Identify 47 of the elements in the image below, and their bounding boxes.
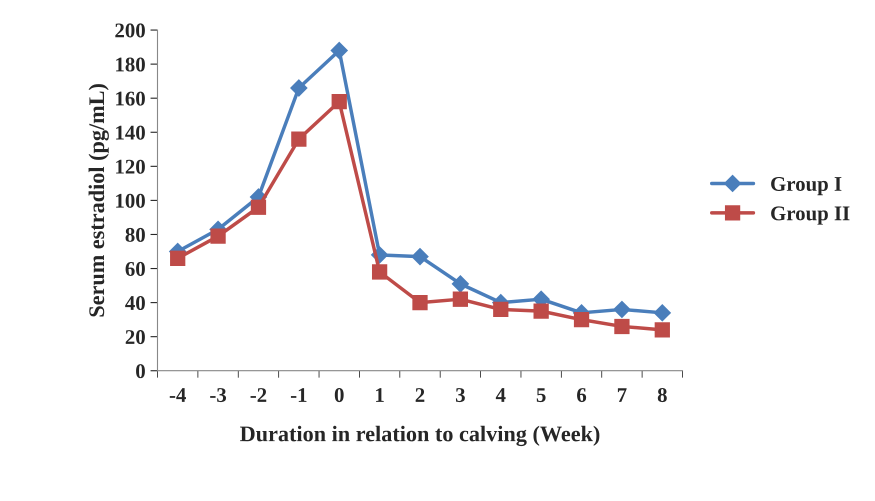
legend-label: Group II — [771, 206, 850, 225]
x-tick-label: -2 — [250, 388, 266, 402]
x-tick-label: 4 — [496, 388, 506, 402]
point — [210, 228, 226, 244]
point — [493, 302, 508, 318]
x-axis-title: Duration in relation to calving (Week) — [240, 426, 600, 446]
x-tick-label: -1 — [290, 388, 306, 402]
point — [613, 300, 630, 318]
x-tick-label: 3 — [456, 388, 465, 402]
point — [291, 131, 306, 147]
point — [372, 264, 388, 280]
y-tick-label: 40 — [125, 296, 145, 310]
point — [332, 94, 347, 110]
x-tick-label: 1 — [376, 388, 384, 402]
point — [574, 312, 590, 328]
point — [534, 303, 549, 319]
y-tick-label: 60 — [126, 262, 145, 276]
x-tick-label: 5 — [536, 388, 546, 402]
point — [614, 318, 630, 334]
y-tick-label: 0 — [136, 364, 145, 378]
x-tick-label: 6 — [577, 388, 586, 402]
x-tick-label: -3 — [210, 388, 226, 402]
point — [452, 275, 469, 292]
point — [330, 42, 348, 60]
point — [170, 250, 186, 266]
x-tick-label: 0 — [334, 388, 344, 402]
y-tick-label: 20 — [126, 330, 145, 344]
y-tick-label: 160 — [116, 92, 145, 106]
point — [411, 248, 429, 266]
x-tick-label: 7 — [618, 388, 627, 402]
y-tick-label: 80 — [126, 228, 145, 242]
x-tick-label: 2 — [416, 388, 424, 402]
point — [654, 304, 671, 322]
y-tick-label: 200 — [115, 23, 145, 38]
x-tick-label: -4 — [170, 388, 186, 402]
point — [452, 292, 468, 307]
point — [290, 79, 308, 97]
y-tick-label: 100 — [116, 194, 145, 208]
x-tick-label: 8 — [658, 388, 667, 402]
legend-label: Group I — [771, 176, 842, 196]
point — [412, 294, 428, 310]
y-tick-label: 180 — [116, 58, 145, 72]
y-tick-label: 140 — [116, 126, 145, 140]
y-axis-title: Serum estradiol (pg/mL) — [88, 84, 109, 316]
y-tick-label: 120 — [116, 160, 145, 174]
point — [250, 200, 266, 215]
point — [654, 322, 670, 338]
